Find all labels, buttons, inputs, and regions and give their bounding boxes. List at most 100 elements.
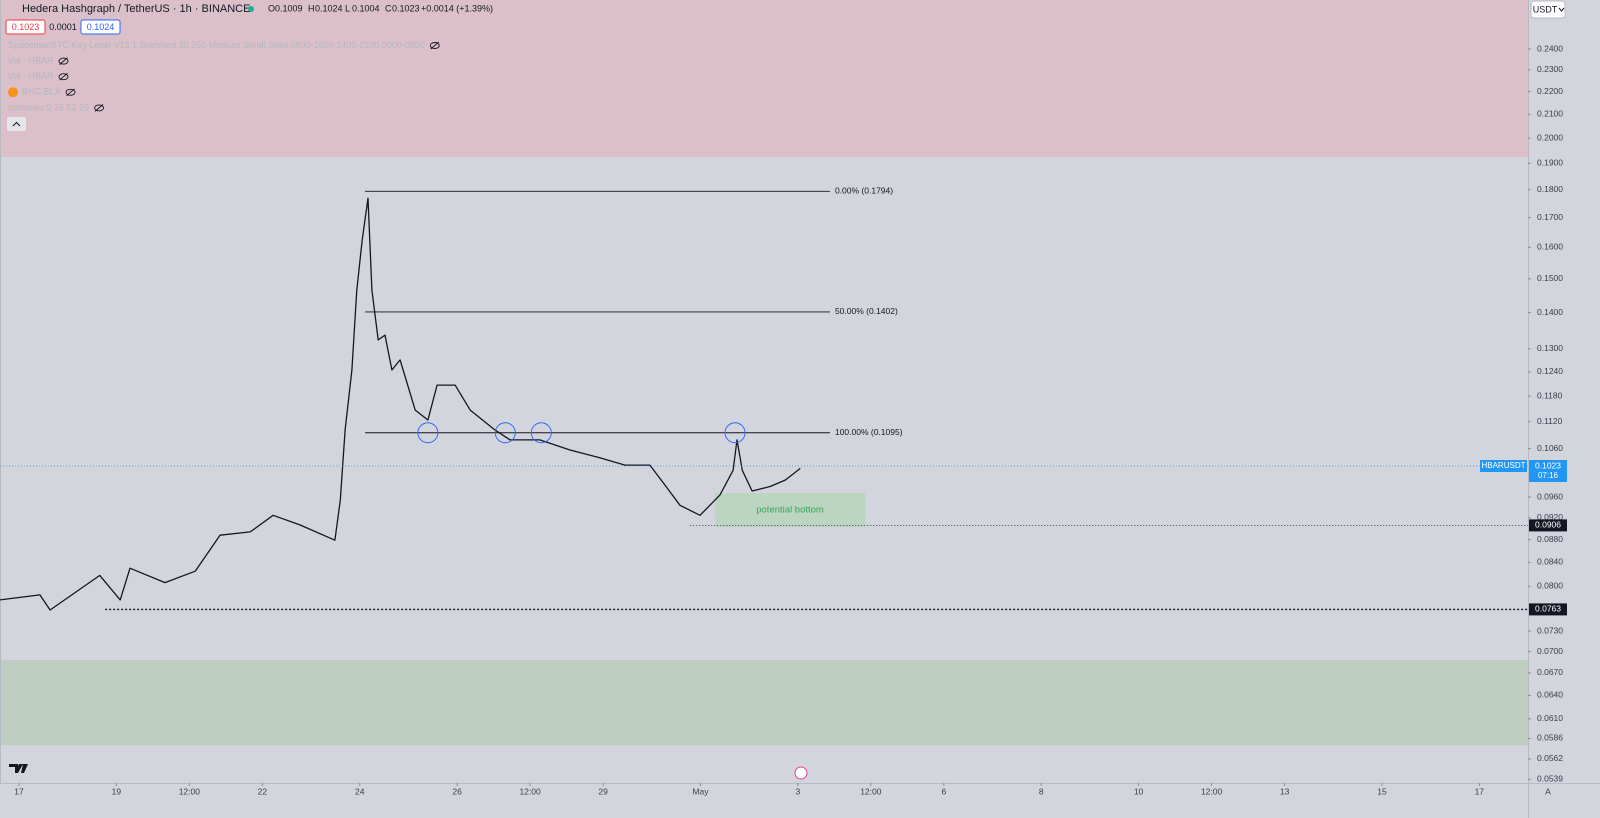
dropdown-arrow — [1558, 7, 1565, 12]
y-tick-label: 0.1180 — [1537, 390, 1563, 400]
buy-box[interactable] — [80, 19, 121, 35]
fib-label: 0.00% (0.1794) — [835, 186, 893, 196]
y-tick-label: 0.0670 — [1537, 667, 1563, 677]
sell-box[interactable] — [5, 19, 46, 35]
x-tick-label: 29 — [598, 786, 608, 796]
x-tick-label: 15 — [1377, 786, 1387, 796]
fib-label: 100.00% (0.1095) — [835, 427, 903, 437]
y-tick-label: 0.1400 — [1537, 307, 1563, 317]
indicator-label: SpacemanBTC Key Level V13.1 Standard 30 … — [8, 40, 425, 50]
visibility-icon[interactable] — [429, 42, 440, 49]
y-tick-label: 0.1900 — [1537, 158, 1563, 168]
ohlc-value: 0.1024 — [315, 3, 343, 13]
x-tick-label: 19 — [112, 786, 122, 796]
indicator-label: Ichimoku 9 26 52 26 — [8, 102, 89, 112]
y-tick-label: 0.2200 — [1537, 86, 1563, 96]
touch-circle — [724, 422, 746, 444]
last-price-box — [1529, 460, 1567, 483]
x-tick-label: 12:00 — [860, 786, 882, 796]
y-tick-label: 0.0880 — [1537, 534, 1563, 544]
indicator-label: BNC:BLX — [22, 87, 61, 97]
touch-circle — [494, 422, 516, 444]
auto-scale[interactable]: A — [1545, 786, 1551, 796]
touch-circle — [530, 422, 552, 444]
y-tick-label: 0.0920 — [1537, 512, 1563, 522]
collapse-button[interactable] — [7, 117, 26, 131]
visibility-slash — [59, 57, 68, 65]
tv-logo — [9, 764, 28, 773]
symbol-label: HBARUSDT — [1481, 461, 1525, 470]
x-tick-label: 10 — [1134, 786, 1144, 796]
level-price: 0.0906 — [1535, 520, 1561, 530]
visibility-slash — [59, 72, 68, 81]
x-tick-label: 22 — [258, 786, 268, 796]
y-tick-label: 0.0539 — [1537, 774, 1563, 784]
x-tick-label: 26 — [452, 786, 462, 796]
y-tick-label: 0.1700 — [1537, 212, 1563, 222]
touch-circle — [417, 422, 439, 444]
y-tick-label: 0.1800 — [1537, 184, 1563, 194]
x-tick-label: 12:00 — [179, 786, 201, 796]
ohlc-key: C — [385, 3, 392, 13]
market-status — [248, 6, 254, 12]
x-tick-label: 17 — [14, 786, 24, 796]
y-tick-label: 0.0640 — [1537, 690, 1563, 700]
x-tick-label: 13 — [1280, 786, 1290, 796]
y-tick-label: 0.2300 — [1537, 64, 1563, 74]
potential-bottom-box — [715, 493, 866, 528]
y-tick-label: 0.0610 — [1537, 713, 1563, 723]
visibility-slash — [94, 104, 104, 112]
spread: 0.0001 — [49, 22, 77, 32]
y-tick-label: 0.0586 — [1537, 733, 1563, 743]
x-tick-label: 12:00 — [519, 786, 541, 796]
visibility-icon[interactable] — [65, 88, 76, 96]
ohlc-value: 0.1004 — [352, 3, 380, 13]
y-tick-label: 0.0840 — [1537, 557, 1563, 567]
x-tick-label: 17 — [1475, 786, 1485, 796]
y-tick-label: 0.0960 — [1537, 491, 1563, 501]
x-tick-label: May — [692, 786, 709, 796]
y-tick-label: 0.1060 — [1537, 443, 1563, 453]
ohlc-key: H — [308, 3, 315, 13]
zone — [1, 0, 1528, 158]
coin-icon — [8, 87, 18, 98]
y-tick-label: 0.2100 — [1537, 109, 1563, 119]
potential-bottom-label: potential bottom — [756, 505, 824, 516]
sell-price: 0.1023 — [12, 22, 40, 32]
indicator-label: Vol · HBAR — [8, 71, 54, 81]
y-tick-label: 0.2400 — [1537, 43, 1563, 53]
zone — [1, 660, 1528, 746]
y-tick-label: 0.2000 — [1537, 132, 1563, 142]
y-tick-label: 0.1240 — [1537, 366, 1563, 376]
y-tick-label: 0.0730 — [1537, 625, 1563, 635]
last-price: 0.1023 — [1535, 460, 1561, 470]
y-tick-label: 0.1120 — [1537, 416, 1563, 426]
visibility-icon[interactable] — [94, 104, 105, 112]
ohlc-key: L — [345, 3, 350, 13]
x-tick-label: 3 — [795, 786, 800, 796]
y-tick-label: 0.1500 — [1537, 273, 1563, 283]
level-price-box — [1529, 603, 1567, 616]
visibility-icon[interactable] — [58, 57, 69, 65]
y-tick-label: 0.1300 — [1537, 343, 1563, 353]
collapse-icon — [12, 121, 21, 127]
y-tick-label: 0.1600 — [1537, 242, 1563, 252]
buy-price: 0.1024 — [87, 22, 115, 32]
visibility-icon[interactable] — [58, 73, 69, 81]
y-tick-label: 0.0562 — [1537, 753, 1563, 763]
symbol-box — [1480, 460, 1527, 473]
indicator-label: Vol · HBAR — [8, 55, 54, 65]
x-tick-label: 8 — [1039, 786, 1044, 796]
change: +0.0014 (+1.39%) — [421, 3, 493, 13]
event-icon[interactable] — [794, 766, 808, 780]
visibility-slash — [430, 41, 440, 50]
level-price: 0.0763 — [1535, 604, 1561, 614]
ohlc-key: O — [268, 3, 275, 13]
symbol-title: Hedera Hashgraph / TetherUS · 1h · BINAN… — [22, 3, 250, 15]
currency: USDT — [1533, 4, 1558, 14]
ohlc-value: 0.1023 — [392, 3, 420, 13]
fib-label: 50.00% (0.1402) — [835, 306, 898, 316]
currency-button[interactable] — [1530, 0, 1566, 19]
x-tick-label: 6 — [941, 786, 946, 796]
